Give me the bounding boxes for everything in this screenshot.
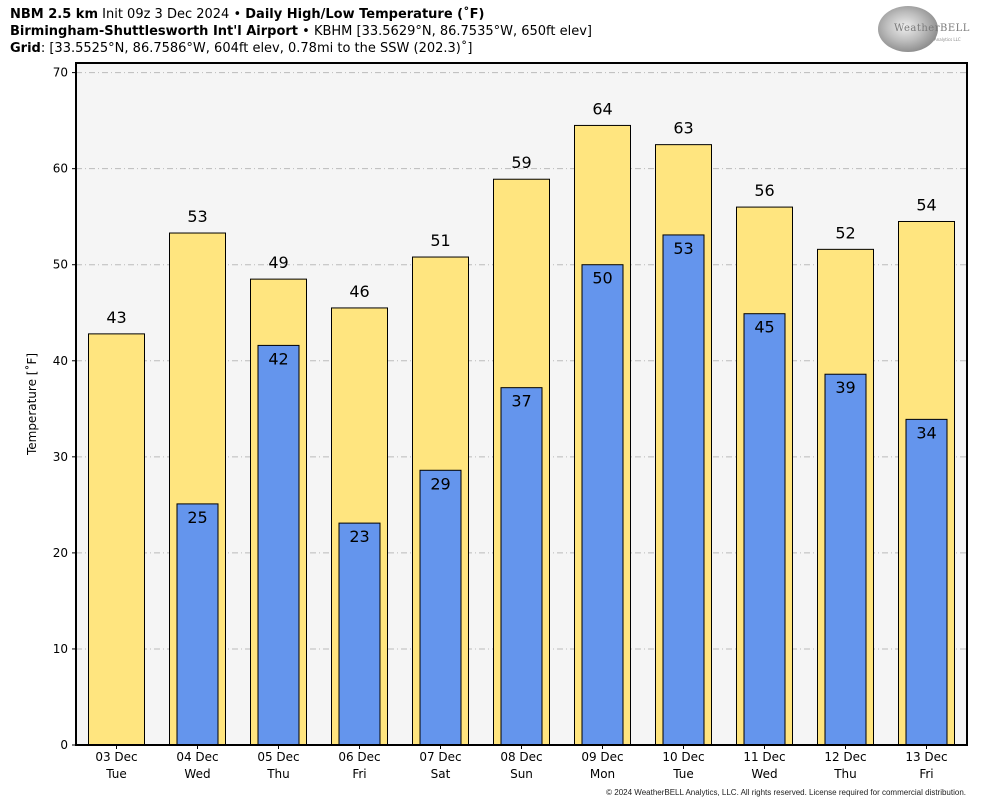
low-temp-label: 50 xyxy=(592,269,612,288)
low-temp-bar xyxy=(419,469,462,746)
high-temp-label: 43 xyxy=(106,308,126,327)
x-tick-label-day: Wed xyxy=(751,767,777,781)
x-tick-label-date: 11 Dec xyxy=(743,750,785,764)
x-tick-label-day: Sat xyxy=(431,767,451,781)
y-tick-label: 40 xyxy=(53,354,68,368)
x-tick-label-date: 10 Dec xyxy=(662,750,704,764)
init-time: Init 09z 3 Dec 2024 • xyxy=(98,7,246,22)
low-temp-label: 39 xyxy=(835,378,855,397)
y-tick-label: 10 xyxy=(53,642,68,656)
high-temp-label: 49 xyxy=(268,253,288,272)
x-tick-label-day: Mon xyxy=(590,767,615,781)
x-tick-label-date: 04 Dec xyxy=(176,750,218,764)
x-tick-label-day: Tue xyxy=(672,767,694,781)
low-temp-label: 25 xyxy=(187,508,207,527)
x-tick-label-date: 06 Dec xyxy=(338,750,380,764)
y-tick-label: 30 xyxy=(53,450,68,464)
y-tick-label: 0 xyxy=(60,738,68,752)
x-tick-label-day: Sun xyxy=(510,767,533,781)
low-temp-bar xyxy=(824,373,867,746)
y-axis-label: Temperature [˚F] xyxy=(24,353,39,456)
low-temp-label: 53 xyxy=(673,239,693,258)
model-name: NBM 2.5 km xyxy=(10,7,98,22)
copyright-footer: © 2024 WeatherBELL Analytics, LLC. All r… xyxy=(606,788,966,797)
high-temp-label: 63 xyxy=(673,119,693,138)
low-temp-bar xyxy=(338,522,381,746)
header-line-3: Grid: [33.5525°N, 86.7586°W, 604ft elev,… xyxy=(10,40,592,57)
y-tick-label: 70 xyxy=(53,66,68,80)
x-tick-label-day: Fri xyxy=(919,767,933,781)
grid-info: : [33.5525°N, 86.7586°W, 604ft elev, 0.7… xyxy=(40,41,473,56)
x-tick-label-day: Thu xyxy=(266,767,290,781)
y-tick-label: 50 xyxy=(53,258,68,272)
x-tick-label-day: Tue xyxy=(105,767,127,781)
x-tick-label-date: 08 Dec xyxy=(500,750,542,764)
station-name: Birmingham-Shuttlesworth Int'l Airport xyxy=(10,24,299,39)
low-temp-label: 42 xyxy=(268,349,288,368)
chart-header: NBM 2.5 km Init 09z 3 Dec 2024 • Daily H… xyxy=(10,6,592,57)
header-line-1: NBM 2.5 km Init 09z 3 Dec 2024 • Daily H… xyxy=(10,6,592,23)
low-temp-bar xyxy=(743,313,786,746)
logo-swirl-icon xyxy=(878,6,938,52)
x-tick-label-date: 07 Dec xyxy=(419,750,461,764)
high-temp-label: 54 xyxy=(916,195,936,214)
high-temp-label: 52 xyxy=(835,223,855,242)
x-tick-label-date: 03 Dec xyxy=(95,750,137,764)
plot-frame xyxy=(75,62,968,746)
high-temp-bar xyxy=(88,333,145,746)
logo-text: WeatherBELL xyxy=(894,23,970,34)
high-temp-label: 59 xyxy=(511,153,531,172)
x-tick-label-day: Wed xyxy=(184,767,210,781)
low-temp-label: 34 xyxy=(916,423,936,442)
low-temp-label: 29 xyxy=(430,474,450,493)
x-tick-label-date: 12 Dec xyxy=(824,750,866,764)
weatherbell-logo: WeatherBELL Analytics LLC xyxy=(878,6,970,56)
low-temp-bar xyxy=(662,234,705,746)
x-tick-label-day: Fri xyxy=(352,767,366,781)
y-tick-label: 20 xyxy=(53,546,68,560)
header-line-2: Birmingham-Shuttlesworth Int'l Airport •… xyxy=(10,23,592,40)
high-temp-label: 56 xyxy=(754,181,774,200)
low-temp-bar xyxy=(581,264,624,746)
high-temp-label: 46 xyxy=(349,282,369,301)
low-temp-bar xyxy=(500,387,543,746)
y-tick-label: 60 xyxy=(53,162,68,176)
high-temp-label: 64 xyxy=(592,99,612,118)
logo-subtext: Analytics LLC xyxy=(934,37,961,42)
low-temp-bar xyxy=(257,344,300,746)
x-tick-label-date: 13 Dec xyxy=(905,750,947,764)
high-temp-label: 53 xyxy=(187,207,207,226)
x-tick-label-date: 09 Dec xyxy=(581,750,623,764)
chart-title: Daily High/Low Temperature (˚F) xyxy=(245,7,485,22)
low-temp-label: 45 xyxy=(754,318,774,337)
x-tick-label-date: 05 Dec xyxy=(257,750,299,764)
low-temp-label: 37 xyxy=(511,392,531,411)
high-temp-label: 51 xyxy=(430,231,450,250)
grid-label: Grid xyxy=(10,41,41,56)
station-info: • KBHM [33.5629°N, 86.7535°W, 650ft elev… xyxy=(298,24,592,39)
x-tick-label-day: Thu xyxy=(833,767,857,781)
low-temp-label: 23 xyxy=(349,527,369,546)
low-temp-bar xyxy=(176,503,219,746)
low-temp-bar xyxy=(905,418,948,746)
